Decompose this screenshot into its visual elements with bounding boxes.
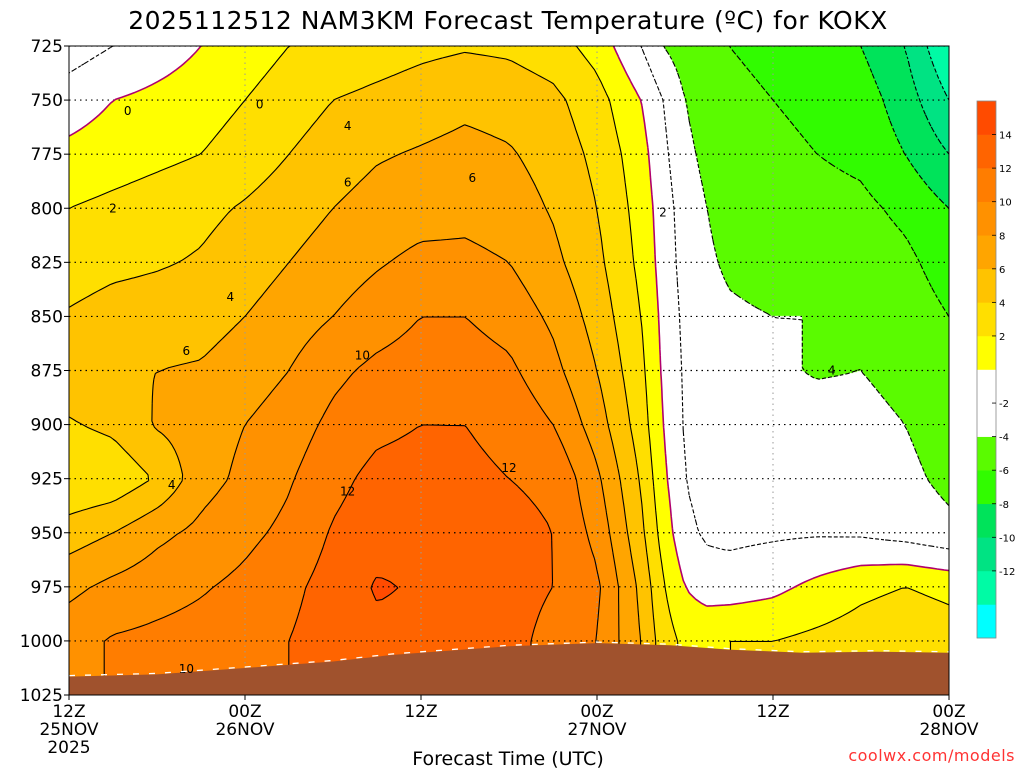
contour-label: 4 bbox=[227, 290, 235, 304]
colorbar-swatch bbox=[977, 403, 996, 437]
x-axis-title: Forecast Time (UTC) bbox=[412, 748, 603, 768]
contour-label: 4 bbox=[168, 478, 176, 492]
x-tick-label: 00Z bbox=[932, 702, 965, 722]
x-tick-label: 27NOV bbox=[567, 720, 626, 740]
y-tick-label: 775 bbox=[31, 145, 63, 165]
x-tick-label: 26NOV bbox=[215, 720, 274, 740]
colorbar-tick-label: 12 bbox=[999, 164, 1012, 175]
contour-label: 12 bbox=[501, 461, 516, 475]
x-tick-label: 00Z bbox=[228, 702, 261, 722]
colorbar-swatch bbox=[977, 503, 996, 538]
contour-label: 4 bbox=[344, 119, 352, 133]
y-tick-label: 850 bbox=[31, 307, 63, 327]
x-tick-label: 25NOV bbox=[39, 720, 98, 740]
colorbar-swatch bbox=[977, 470, 996, 505]
y-tick-label: 1000 bbox=[20, 632, 63, 652]
y-tick-label: 925 bbox=[31, 470, 63, 490]
y-tick-label: 975 bbox=[31, 578, 63, 598]
x-tick-label: 28NOV bbox=[919, 720, 978, 740]
contour-line bbox=[69, 46, 949, 551]
colorbar-swatch bbox=[977, 335, 996, 370]
colorbar-swatch bbox=[977, 604, 996, 639]
contour-line bbox=[69, 124, 642, 695]
x-tick-label: 12Z bbox=[404, 702, 437, 722]
y-axis: 725 750 775 800 825 850 875 900 925 950 975 1000 102… bbox=[20, 37, 69, 706]
terrain-surface bbox=[69, 643, 949, 695]
colorbar-tick-label: 2 bbox=[999, 332, 1005, 343]
contour-line bbox=[903, 46, 949, 155]
y-tick-label: 825 bbox=[31, 253, 63, 273]
terrain-edge bbox=[69, 641, 949, 677]
colorbar-swatch bbox=[977, 537, 996, 572]
chart-title: 2025112512 NAM3KM Forecast Temperature (… bbox=[128, 6, 887, 35]
colorbar-swatch bbox=[977, 570, 996, 605]
colorbar-tick-label: -4 bbox=[999, 433, 1009, 444]
contour-line bbox=[288, 424, 554, 695]
colorbar-swatch bbox=[977, 168, 996, 202]
y-tick-label: 750 bbox=[31, 91, 63, 111]
contour-label: 2 bbox=[109, 201, 117, 215]
colorbar-tick-label: -10 bbox=[999, 533, 1015, 544]
y-tick-label: 1025 bbox=[20, 686, 63, 706]
colorbar-swatch bbox=[977, 302, 996, 337]
contour-line bbox=[69, 51, 657, 695]
colorbar-tick-label: 4 bbox=[999, 298, 1005, 309]
contour-line bbox=[729, 46, 949, 318]
colorbar-swatch bbox=[977, 201, 996, 236]
colorbar-swatch bbox=[977, 436, 996, 471]
colorbar-swatch bbox=[977, 235, 996, 270]
colorbar-swatch bbox=[977, 101, 996, 135]
contour-label: 10 bbox=[179, 662, 194, 676]
x-tick-label: 2025 bbox=[47, 738, 90, 758]
contour-line bbox=[69, 46, 949, 607]
contour-lines bbox=[69, 46, 949, 695]
colorbar-swatch bbox=[977, 134, 996, 169]
x-tick-label: 00Z bbox=[580, 702, 613, 722]
contour-label: 0 bbox=[256, 97, 264, 111]
colorbar-swatch bbox=[977, 268, 996, 303]
contour-label: 2 bbox=[659, 206, 667, 220]
x-tick-label: 12Z bbox=[52, 702, 85, 722]
y-tick-label: 800 bbox=[31, 199, 63, 219]
contour-line bbox=[69, 46, 949, 695]
colorbar: 14 12 10 8 6 4 2 -2 -4 -6 -8 -10 -12 bbox=[976, 100, 1015, 639]
contour-line bbox=[370, 576, 399, 602]
x-tick-label: 12Z bbox=[756, 702, 789, 722]
plot-area: 0 0 2 2 4 4 4 4 6 6 6 10 10 12 12 bbox=[69, 46, 949, 695]
colorbar-tick-label: 10 bbox=[999, 198, 1012, 209]
contour-labels: 0 0 2 2 4 4 4 4 6 6 6 10 10 12 12 bbox=[109, 97, 835, 676]
y-tick-label: 900 bbox=[31, 416, 63, 436]
contour-line bbox=[663, 46, 949, 507]
colorbar-swatch bbox=[977, 369, 996, 404]
contour-label: 6 bbox=[469, 171, 477, 185]
contour-label: 4 bbox=[828, 364, 836, 378]
colorbar-border bbox=[976, 100, 997, 639]
y-tick-label: 950 bbox=[31, 524, 63, 544]
contour-label: 0 bbox=[124, 104, 132, 118]
colorbar-tick-label: 8 bbox=[999, 231, 1005, 242]
contour-label: 10 bbox=[355, 348, 370, 362]
colorbar-tick-label: -2 bbox=[999, 399, 1009, 410]
contour-line bbox=[860, 46, 949, 210]
colorbar-tick-label: -8 bbox=[999, 500, 1009, 511]
contour-line bbox=[926, 46, 949, 101]
colorbar-tick-label: 14 bbox=[999, 131, 1012, 142]
colorbar-tick-label: -6 bbox=[999, 466, 1009, 477]
credit-text: coolwx.com/models bbox=[848, 746, 1015, 765]
contour-label: 6 bbox=[344, 175, 352, 189]
colorbar-tick-label: -12 bbox=[999, 567, 1015, 578]
contour-label: 6 bbox=[183, 344, 191, 358]
colorbar-tick-label: 6 bbox=[999, 265, 1005, 276]
y-tick-label: 725 bbox=[31, 37, 63, 57]
contour-label: 12 bbox=[340, 485, 355, 499]
y-tick-label: 875 bbox=[31, 362, 63, 382]
contour-line bbox=[103, 316, 602, 695]
contour-line bbox=[69, 237, 620, 695]
